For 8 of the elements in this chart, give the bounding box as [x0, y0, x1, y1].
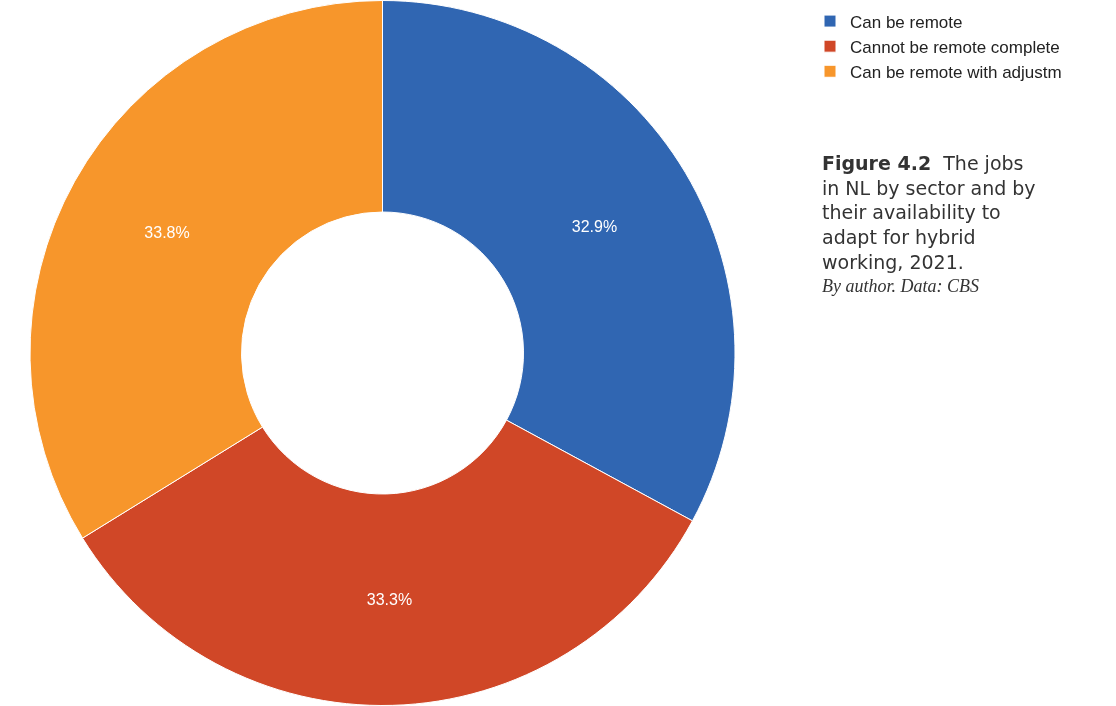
data-label: 33.8%: [144, 224, 190, 242]
data-label: 32.9%: [571, 218, 618, 236]
text: Figure 4.2: [822, 152, 932, 174]
data-label: 33.3%: [366, 591, 413, 609]
legend-label: Can be remote: [850, 12, 963, 32]
legend-label: Cannot be remote complete: [850, 37, 1060, 57]
legend-label: Can be remote with adjustm: [850, 62, 1062, 82]
text: By author. Data: CBS: [822, 276, 979, 296]
